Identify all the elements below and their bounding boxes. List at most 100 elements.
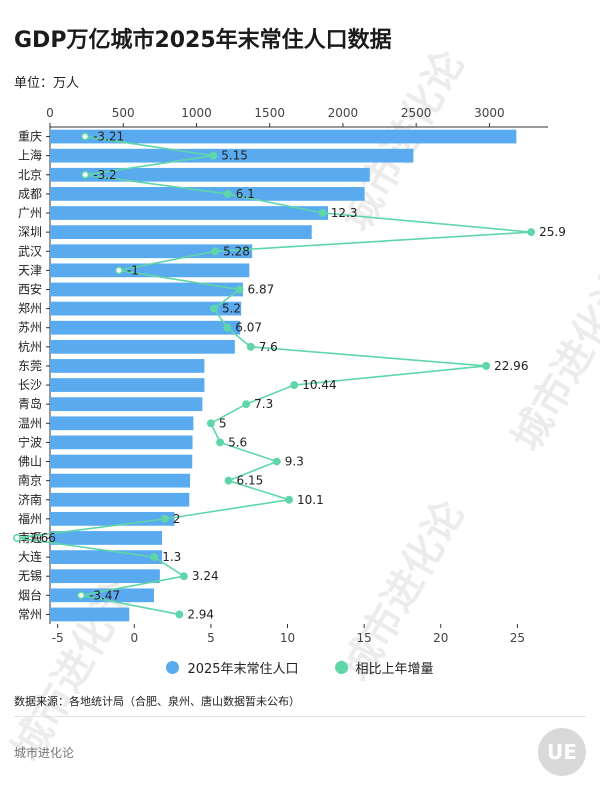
data-label: 2.94 bbox=[187, 607, 214, 621]
bar bbox=[50, 301, 242, 316]
data-label: -3.47 bbox=[89, 588, 120, 602]
data-label: -3.2 bbox=[93, 168, 116, 182]
category-label: 深圳 bbox=[18, 225, 42, 239]
bar bbox=[50, 511, 175, 526]
growth-point bbox=[211, 247, 220, 256]
growth-point bbox=[81, 170, 90, 179]
category-label: 长沙 bbox=[18, 378, 42, 392]
growth-point bbox=[150, 553, 159, 562]
data-label: 2 bbox=[173, 512, 181, 526]
category-label: 成都 bbox=[18, 187, 42, 201]
bar bbox=[50, 569, 160, 584]
bar bbox=[50, 378, 205, 392]
growth-point bbox=[115, 266, 123, 275]
page-title: GDP万亿城市2025年末常住人口数据 bbox=[14, 28, 392, 53]
growth-point bbox=[482, 361, 491, 370]
legend-label: 相比上年增量 bbox=[355, 662, 434, 677]
bottom-axis-tick-label: 10 bbox=[280, 631, 295, 645]
top-axis-tick-label: 2000 bbox=[328, 106, 359, 120]
category-label: 佛山 bbox=[18, 455, 42, 469]
legend-item-population[interactable]: 2025年末常住人口 bbox=[166, 658, 299, 677]
growth-point bbox=[242, 400, 251, 409]
bar bbox=[50, 492, 190, 507]
data-label: 7.6 bbox=[259, 340, 278, 354]
growth-point bbox=[12, 534, 21, 542]
data-label: 5 bbox=[219, 416, 227, 430]
bar bbox=[50, 397, 203, 412]
bar bbox=[50, 454, 193, 469]
bottom-axis-tick-label: -5 bbox=[52, 631, 64, 645]
bar bbox=[50, 320, 241, 335]
data-label: 6.1 bbox=[236, 187, 255, 201]
growth-point bbox=[175, 610, 184, 619]
top-axis-tick-label: 3000 bbox=[474, 106, 505, 120]
data-label: 22.96 bbox=[494, 359, 528, 373]
category-label: 无锡 bbox=[18, 568, 42, 583]
data-label: 7.3 bbox=[254, 397, 273, 411]
data-label: 3.24 bbox=[192, 569, 219, 583]
top-axis-tick-label: 1000 bbox=[181, 106, 212, 120]
growth-point bbox=[223, 189, 232, 198]
growth-point bbox=[285, 495, 293, 504]
growth-point bbox=[179, 572, 188, 581]
data-label: 25.9 bbox=[539, 225, 566, 239]
growth-line bbox=[16, 135, 532, 616]
brand-logo: UE bbox=[538, 728, 586, 776]
category-label: 温州 bbox=[18, 416, 42, 430]
growth-point bbox=[81, 132, 90, 141]
divider bbox=[14, 716, 586, 717]
growth-point bbox=[160, 514, 169, 523]
bar bbox=[50, 359, 205, 373]
legend-swatch-line bbox=[334, 661, 348, 674]
legend: 2025年末常住人口 相比上年增量 bbox=[0, 658, 600, 677]
growth-point bbox=[246, 342, 255, 351]
bottom-axis-tick-label: 15 bbox=[356, 631, 371, 645]
bar bbox=[50, 263, 250, 278]
growth-point bbox=[206, 419, 215, 428]
bar bbox=[50, 167, 370, 182]
growth-point bbox=[272, 457, 281, 466]
data-label: 10.1 bbox=[297, 493, 324, 507]
data-label: 6.07 bbox=[235, 321, 262, 335]
bottom-axis-tick-label: 0 bbox=[130, 631, 138, 645]
data-label: 6.87 bbox=[248, 282, 275, 296]
category-label: 常州 bbox=[18, 607, 42, 621]
data-label: 10.44 bbox=[302, 378, 336, 392]
top-axis-tick-label: 2500 bbox=[401, 106, 432, 120]
data-source: 数据来源：各地统计局（合肥、泉州、唐山数据暂未公布） bbox=[14, 695, 300, 708]
growth-point bbox=[77, 591, 86, 600]
legend-item-growth[interactable]: 相比上年增量 bbox=[334, 658, 434, 677]
data-label: -1 bbox=[127, 263, 139, 277]
data-label: -3.21 bbox=[93, 130, 124, 144]
data-label: 6.15 bbox=[237, 474, 264, 488]
growth-point bbox=[209, 151, 218, 160]
bar bbox=[50, 531, 163, 545]
growth-point bbox=[235, 285, 244, 294]
bar bbox=[50, 416, 194, 431]
category-label: 烟台 bbox=[18, 587, 42, 602]
category-label: 大连 bbox=[18, 549, 42, 564]
category-label: 苏州 bbox=[18, 321, 42, 335]
bottom-axis-tick-label: 25 bbox=[510, 631, 525, 645]
chart: 0 500 1000 1500 2000 2500 3000-5 0 5 10 15 20 25重庆上海… bbox=[12, 106, 566, 645]
category-label: 宁波 bbox=[18, 434, 42, 449]
data-label: 12.3 bbox=[331, 206, 358, 220]
bar bbox=[50, 473, 191, 488]
data-label: 5.2 bbox=[222, 302, 241, 316]
category-label: 南京 bbox=[18, 473, 42, 488]
bottom-axis-tick-label: 5 bbox=[207, 631, 215, 645]
category-label: 东莞 bbox=[18, 359, 42, 373]
category-label: 天津 bbox=[18, 263, 42, 277]
growth-point bbox=[290, 381, 299, 390]
category-label: 西安 bbox=[18, 281, 42, 296]
unit-label: 单位：万人 bbox=[14, 76, 80, 91]
data-label: 9.3 bbox=[285, 455, 304, 469]
category-label: 青岛 bbox=[18, 396, 42, 411]
category-label: 福州 bbox=[18, 511, 42, 526]
bar bbox=[50, 607, 130, 622]
data-label: -7.66 bbox=[25, 531, 56, 545]
category-label: 北京 bbox=[18, 168, 42, 182]
bar bbox=[50, 129, 517, 144]
bar bbox=[50, 225, 312, 240]
category-label: 重庆 bbox=[18, 130, 42, 144]
